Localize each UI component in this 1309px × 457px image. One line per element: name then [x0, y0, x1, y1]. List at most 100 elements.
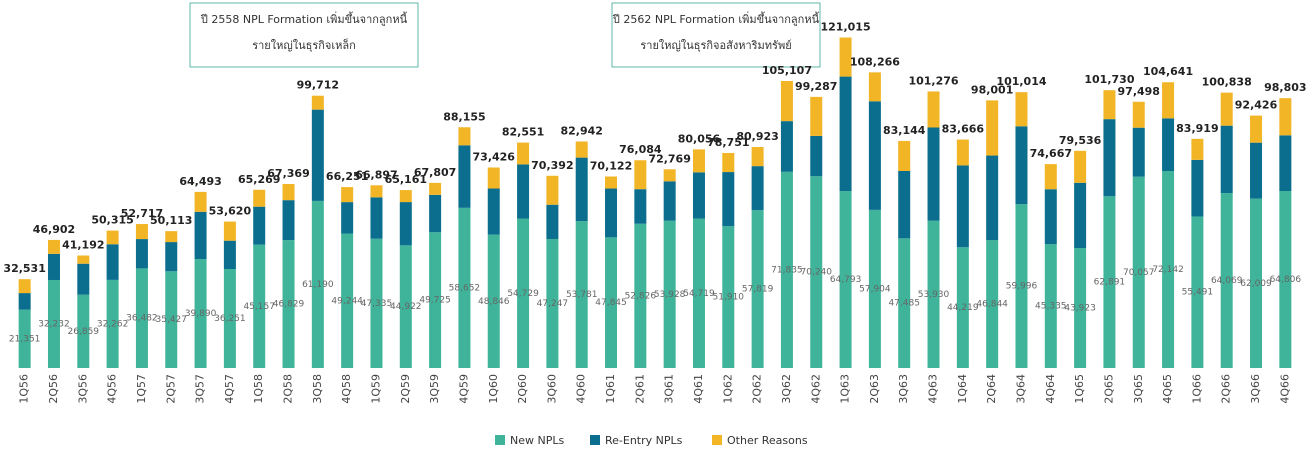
total-label: 80,056: [678, 132, 721, 145]
data-label: 62,891: [1094, 278, 1126, 288]
data-label: 53,928: [654, 290, 686, 300]
data-label: 47,485: [888, 299, 920, 309]
bar-segment: [458, 127, 471, 146]
total-label: 74,667: [1030, 147, 1072, 160]
bar-segment: [1250, 115, 1263, 143]
bar-segment: [663, 220, 676, 368]
legend-label: Re-Entry NPLs: [605, 434, 683, 447]
x-tick-label: 2Q65: [1102, 374, 1115, 404]
x-tick-label: 1Q58: [252, 374, 265, 404]
data-label: 44,922: [390, 302, 422, 312]
bar-segment: [223, 221, 236, 241]
data-label: 48,846: [478, 297, 510, 307]
total-label: 82,551: [502, 126, 544, 139]
bar-segment: [868, 101, 881, 210]
total-label: 101,014: [996, 75, 1046, 88]
bar-segment: [370, 185, 383, 198]
bar-segment: [1162, 118, 1175, 171]
data-label: 26,859: [68, 327, 100, 337]
bar-segment: [1191, 138, 1204, 160]
x-tick-label: 4Q62: [809, 374, 822, 404]
total-label: 101,276: [908, 74, 958, 87]
bar-segment: [1191, 159, 1204, 217]
bar-segment: [18, 293, 31, 310]
bar-segment: [1191, 216, 1204, 368]
bar-segment: [839, 76, 852, 192]
bar-segment: [341, 233, 354, 368]
bar-segment: [487, 188, 500, 235]
bar-segment: [194, 191, 207, 212]
bar-segment: [986, 240, 999, 368]
total-label: 67,369: [267, 167, 309, 180]
x-tick-label: 3Q65: [1132, 374, 1145, 404]
x-tick-label: 2Q58: [282, 374, 295, 404]
bar-segment: [370, 238, 383, 368]
bar-segment: [839, 191, 852, 368]
bar-segment: [780, 121, 793, 172]
bar-segment: [1103, 119, 1116, 197]
bar-segment: [1279, 135, 1292, 192]
total-label: 50,113: [150, 214, 192, 227]
data-label: 46,829: [273, 300, 305, 310]
data-label: 72,142: [1152, 265, 1184, 275]
bar-segment: [546, 204, 559, 239]
data-label: 35,427: [156, 315, 188, 325]
bar-segment: [311, 109, 324, 201]
bar-segment: [575, 157, 588, 222]
data-label: 64,806: [1270, 275, 1302, 285]
x-tick-label: 2Q61: [633, 374, 646, 404]
x-tick-label: 4Q59: [457, 374, 470, 404]
bar-segment: [986, 100, 999, 156]
legend-swatch: [590, 435, 600, 445]
bar-segment: [1044, 244, 1057, 368]
data-label: 45,157: [243, 302, 275, 312]
bar-segment: [898, 238, 911, 368]
bar-segment: [165, 242, 178, 272]
bar-segment: [282, 200, 295, 241]
total-label: 100,838: [1202, 76, 1252, 89]
total-label: 78,751: [707, 136, 749, 149]
bar-segment: [780, 80, 793, 122]
total-label: 121,015: [821, 21, 871, 34]
bar-segment: [223, 240, 236, 270]
total-label: 76,084: [619, 143, 662, 156]
legend-swatch: [495, 435, 505, 445]
bar-segment: [1132, 176, 1145, 368]
bar-segment: [605, 237, 618, 368]
x-tick-label: 4Q65: [1161, 374, 1174, 404]
bar-segment: [810, 135, 823, 177]
data-label: 61,190: [302, 280, 334, 290]
legend-label: New NPLs: [510, 434, 564, 447]
bar-segment: [839, 37, 852, 77]
annotation: รายใหญ่ในธุรกิจอสังหาริมทรัพย์: [640, 39, 791, 52]
total-label: 65,269: [238, 173, 280, 186]
data-label: 45,335: [1035, 302, 1067, 312]
data-label: 55,491: [1182, 288, 1214, 298]
bar-segment: [1220, 193, 1233, 368]
bar-segment: [1074, 182, 1087, 249]
bar-segment: [1103, 90, 1116, 120]
bar-segment: [165, 231, 178, 243]
bar-segment: [282, 240, 295, 368]
data-label: 47,845: [595, 298, 627, 308]
data-label: 47,335: [361, 299, 393, 309]
x-tick-label: 1Q64: [956, 374, 969, 404]
bar-segment: [399, 245, 412, 368]
annotation: ปี 2562 NPL Formation เพิ่มขึ้นจากลูกหนี…: [612, 11, 820, 26]
bar-segment: [282, 184, 295, 201]
bar-segment: [223, 269, 236, 368]
data-label: 70,057: [1123, 268, 1155, 278]
bar-segment: [517, 164, 530, 219]
x-tick-label: 3Q63: [897, 374, 910, 404]
data-label: 71,835: [771, 265, 803, 275]
bar-segment: [956, 165, 969, 248]
data-label: 32,232: [38, 319, 70, 329]
bar-segment: [634, 223, 647, 368]
total-label: 80,923: [736, 130, 778, 143]
bar-segment: [47, 253, 60, 280]
x-tick-label: 2Q62: [751, 374, 764, 404]
bar-segment: [487, 167, 500, 189]
bar-segment: [692, 218, 705, 368]
data-label: 53,781: [566, 290, 598, 300]
bar-segment: [370, 197, 383, 239]
